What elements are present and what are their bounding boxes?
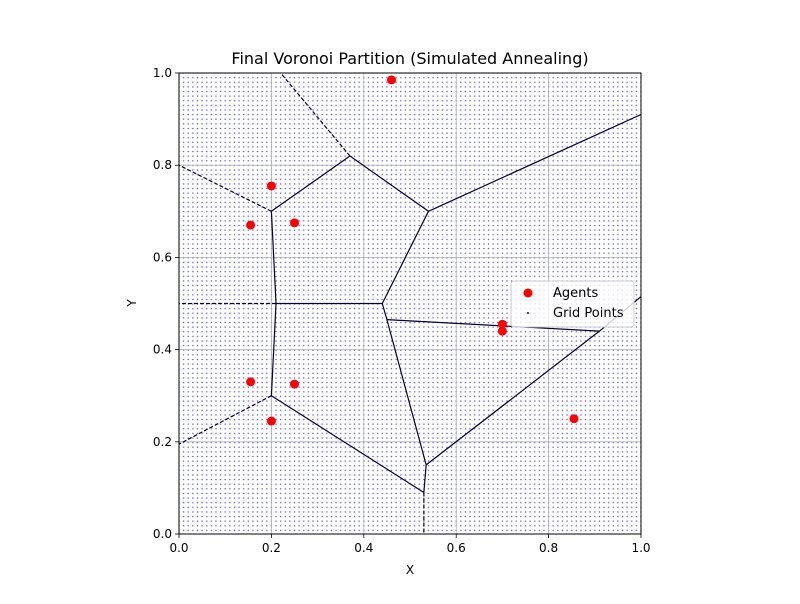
voronoi-edge [425,330,600,466]
y-tick-label: 0.2 [153,435,172,449]
x-axis-label: X [406,563,414,577]
legend-marker-grid-points [527,312,529,314]
chart-title: Final Voronoi Partition (Simulated Annea… [231,49,588,68]
y-tick-label: 0.4 [153,343,172,357]
agent-point [246,377,256,387]
agent-point [266,416,276,426]
agent-point [266,181,276,191]
plot-frame [178,72,642,535]
voronoi-edge [381,303,388,320]
legend-marker-agents [523,288,533,298]
y-axis-label: Y [125,299,139,308]
voronoi-edge [270,211,277,304]
y-tick-label: 0.6 [153,250,172,264]
x-tick-label: 0.6 [447,541,466,555]
legend-label-agents: Agents [553,286,598,301]
voronoi-edge [428,113,642,212]
y-tick-label: 1.0 [153,66,172,80]
x-tick-label: 0.8 [539,541,558,555]
voronoi-edge [349,155,429,212]
voronoi-edge [271,395,425,494]
legend-label-grid-points: Grid Points [553,306,624,321]
agent-point [387,75,397,85]
x-tick-label: 0.4 [354,541,373,555]
agent-point [497,319,507,329]
voronoi-edge-dashed [178,164,272,212]
voronoi-edge-dashed [280,72,351,157]
voronoi-edge-dashed [178,395,272,445]
agent-point [569,414,579,424]
legend: Agents Grid Points [510,280,635,328]
legend-box [510,280,635,328]
voronoi-edge [386,319,427,466]
voronoi-edge [423,464,427,493]
voronoi-edge [271,155,351,212]
x-tick-label: 0.0 [169,541,188,555]
voronoi-edge [386,319,600,332]
agent-point [290,218,299,228]
voronoi-edge [381,211,430,304]
y-tick-label: 0.0 [153,527,172,541]
agent-point [497,326,507,336]
x-tick-label: 1.0 [631,541,650,555]
x-tick-label: 0.2 [262,541,281,555]
voronoi-edge [270,303,277,396]
y-tick-label: 0.8 [153,158,172,172]
agent-point [290,379,299,389]
agent-point [246,220,256,230]
